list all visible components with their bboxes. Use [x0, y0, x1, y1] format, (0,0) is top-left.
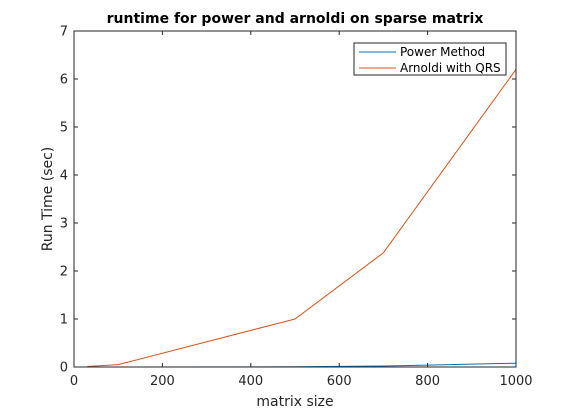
legend-label-arnoldi-with-qrs: Arnoldi with QRS	[400, 61, 501, 75]
y-axis-label: Run Time (sec)	[40, 147, 56, 252]
x-tick-label: 400	[238, 374, 263, 389]
y-tick-label: 1	[60, 313, 68, 328]
x-axis-label: matrix size	[256, 394, 333, 410]
x-tick-label: 200	[150, 374, 175, 389]
x-tick-label: 0	[70, 374, 78, 389]
y-tick-label: 7	[60, 25, 68, 40]
y-tick-label: 0	[60, 361, 68, 376]
y-tick-label: 6	[60, 73, 68, 88]
plot-area	[74, 31, 516, 367]
x-tick-label: 1000	[499, 374, 532, 389]
legend-box	[353, 42, 507, 76]
y-tick-label: 4	[60, 169, 68, 184]
axes: 0 200 400 600 800 1000 0 1 2 3 4 5 6 7	[60, 25, 533, 390]
chart-title: runtime for power and arnoldi on sparse …	[107, 11, 484, 27]
y-tick-label: 2	[60, 265, 68, 280]
axes-box	[73, 30, 517, 368]
y-tick-label: 5	[60, 121, 68, 136]
legend: Power Method Arnoldi with QRS	[353, 42, 507, 76]
x-tick-label: 600	[327, 374, 352, 389]
y-tick-label: 3	[60, 217, 68, 232]
legend-label-power-method: Power Method	[400, 45, 485, 59]
series-line-arnoldi-with-qrs	[87, 69, 517, 367]
x-tick-label: 800	[415, 374, 440, 389]
